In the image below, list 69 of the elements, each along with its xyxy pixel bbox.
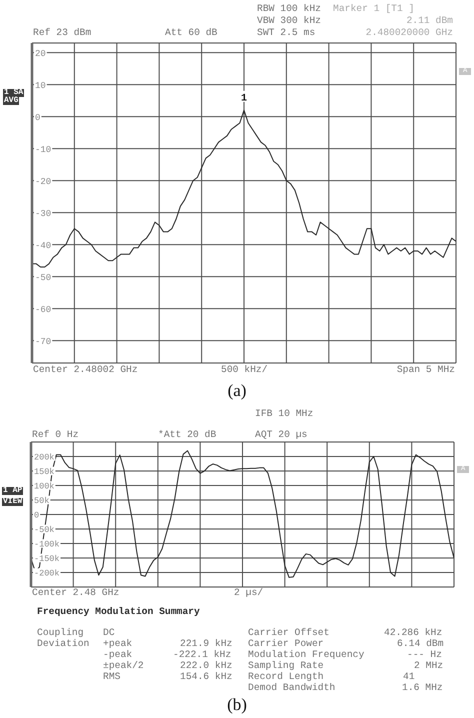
- text: 221.9 kHz: [180, 638, 232, 650]
- text: Modulation Frequency: [248, 649, 364, 661]
- text: 1.6 MHz: [402, 682, 443, 694]
- y-tick-label: 0: [34, 510, 40, 520]
- text: 41: [403, 670, 415, 683]
- y-tick-label: -70: [35, 336, 52, 347]
- text: RMS: [103, 670, 120, 683]
- text: Carrier Power: [248, 638, 324, 650]
- text: 6.14 dBm: [397, 638, 444, 650]
- y-tick-label: -20: [35, 176, 52, 187]
- y-tick-label: -30: [35, 208, 52, 219]
- line-series: [31, 450, 454, 578]
- text: 154.6 kHz: [180, 670, 232, 683]
- text: Ref 23 dBm: [33, 27, 92, 39]
- text: AVG: [3, 96, 20, 105]
- y-tick-label: -200k: [34, 568, 60, 578]
- text: Marker 1 [T1 ]: [333, 3, 414, 15]
- text: Span 5 MHz: [396, 364, 455, 376]
- text: Ref 0 Hz: [32, 429, 79, 441]
- annotation: Center 2.48 GHz: [32, 587, 120, 599]
- y-tick-label: 10: [35, 80, 46, 91]
- y-tick-label: -10: [35, 144, 52, 155]
- text: -222.1 kHz: [173, 649, 232, 661]
- text: ±peak/2: [103, 660, 144, 672]
- y-tick-label: -50k: [34, 524, 54, 535]
- text: 1 SA: [3, 88, 24, 97]
- y-tick-label: 100k: [34, 481, 54, 492]
- text: (a): [228, 381, 246, 400]
- text: Frequency Modulation Summary: [37, 606, 200, 618]
- text: --- Hz: [407, 649, 442, 661]
- text: DC: [103, 627, 115, 639]
- y-tick-label: 50k: [34, 496, 50, 506]
- text: 2.480020000 GHz: [366, 27, 453, 39]
- text: Demod Bandwidth: [248, 682, 336, 694]
- text: -peak: [103, 649, 132, 661]
- text: Carrier Offset: [248, 627, 330, 639]
- text: RBW 100 kHz: [257, 3, 321, 15]
- text: Coupling: [37, 627, 84, 639]
- y-tick-label: -40: [35, 240, 52, 251]
- y-tick-label: 0: [35, 112, 40, 123]
- text: 2 MHz: [414, 660, 444, 672]
- text: Att 60 dB: [165, 27, 218, 39]
- annotation: 2 µs/: [234, 587, 264, 599]
- y-tick-label: -50: [35, 272, 52, 283]
- text: Center 2.48002 GHz: [33, 364, 138, 376]
- y-tick-label: -60: [35, 304, 52, 315]
- y-tick-label: 150k: [34, 466, 54, 477]
- text: AQT 20 µs: [255, 429, 308, 441]
- y-tick-label: 20: [35, 48, 46, 59]
- text: 2.11 dBm: [406, 15, 453, 27]
- text: *Att 20 dB: [158, 429, 216, 441]
- y-tick-label: -100k: [34, 539, 60, 550]
- text: Record Length: [248, 670, 324, 683]
- text: Sampling Rate: [248, 660, 324, 672]
- text: VIEW: [2, 496, 24, 506]
- y-tick-label: -150k: [34, 554, 60, 564]
- text: Deviation: [37, 638, 90, 650]
- text: VBW 300 kHz: [257, 15, 321, 27]
- y-tick-label: 200k: [34, 452, 54, 462]
- text: 1 AP: [2, 486, 24, 495]
- text: IFB 10 MHz: [255, 408, 314, 420]
- annotation: 1: [240, 93, 248, 104]
- text: 500 kHz/: [221, 364, 268, 376]
- text: 42.286 kHz: [384, 627, 442, 639]
- line-series: [32, 110, 456, 268]
- text: 222.0 kHz: [180, 660, 232, 672]
- text: SWT 2.5 ms: [257, 27, 316, 39]
- text: (b): [227, 695, 247, 714]
- text: +peak: [103, 638, 132, 650]
